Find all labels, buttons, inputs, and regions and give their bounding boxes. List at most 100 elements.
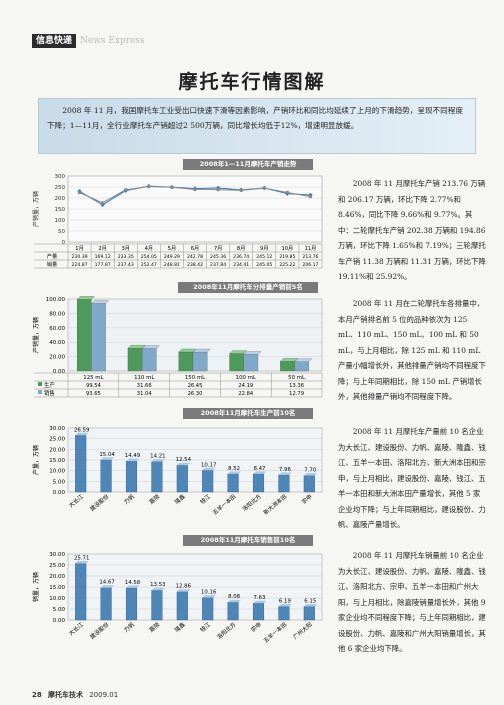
bar [278,474,290,493]
bar-top [278,472,292,476]
section-header: 信息快递 News Express [32,34,145,48]
bar-top [192,348,211,353]
data-label: 7.96 [279,467,292,473]
bar [202,597,214,621]
page-number: 28 [32,691,42,699]
data-label: 14.67 [99,580,114,586]
x-tick-label: 嘉陵 [147,492,161,506]
bar-生产 [229,353,244,372]
magazine-name: 摩托车技术 [47,691,83,699]
chart1-title: 2008年1—11月摩托车产销走势 [183,159,313,170]
x-tick-label: 宗申 [300,492,314,505]
data-point [285,190,289,194]
data-label: 8.08 [228,594,241,600]
section-label: 信息快递 [32,34,77,48]
x-tick-label: 隆鑫 [173,492,187,506]
bar-生产 [280,361,295,372]
chart1-line-chart: 0 50 100 150 200 250 300 产销量，万辆 1月 2月 3月 4月 5月 6月 7月 8月… [32,174,323,269]
data-label: 245.36 [210,254,226,260]
y-tick-label: 30.00 [49,426,65,432]
y-tick-label: 0.00 [53,490,66,496]
x-tick-label: 嘉陵 [147,620,161,634]
x-tick-label: 钱江 [198,492,212,506]
bar-生产 [127,348,143,372]
data-label: 237.43 [118,262,134,268]
bar-销售 [142,348,157,372]
x-tick-label: 力帆 [122,492,136,506]
data-label: 177.87 [95,262,111,268]
x-tick-label: 9月 [260,245,269,252]
data-label: 224.87 [72,262,88,268]
page-footer: 28 摩托车技术 2009.01 [32,690,118,700]
data-label: 10.17 [201,462,216,468]
bar-top [176,462,191,466]
data-label: 93.65 [86,391,101,397]
bar-top [253,600,267,604]
y-axis-label: 产销量，万辆 [32,317,40,353]
bar-top [278,603,292,607]
data-label: 14.21 [150,454,165,460]
y-axis-label: 产量，万辆 [32,445,40,475]
data-label: 233.35 [118,254,134,260]
x-tick-label: 力帆 [122,620,136,634]
data-label: 25.71 [74,555,89,561]
bar [125,587,138,621]
x-tick-label: 五羊一本田 [262,620,289,644]
bar-top [127,345,146,349]
legend-swatch [38,390,42,394]
x-tick-label: 广州大阳 [291,620,314,641]
chart3-bar-chart: 0.00 5.00 10.00 15.00 20.00 25.00 30.00 产量，万辆 26… [32,426,323,517]
data-label: 26.45 [188,383,203,389]
x-tick-label: 4月 [145,245,154,252]
bar-销售 [294,361,309,372]
data-point [147,184,151,188]
chart4-bar-chart: 0.00 5.00 10.00 15.00 20.00 25.00 30.00 销量，万辆 25… [32,552,323,645]
x-tick-label: 50 mL [288,375,305,381]
paragraph-production-top10: 2008 年 11 月摩托车产量前 10 名企业为大长江、建设股份、力帆、嘉陵、… [338,427,486,529]
paragraph-output: 2008 年 11 月摩托车产销 213.76 万辆和 206.17 万辆，环比… [338,179,486,281]
data-label: 12.54 [176,457,192,463]
data-point [239,188,243,192]
bar-top [227,599,241,603]
bar-top [229,350,248,354]
x-tick-label: 5月 [168,245,177,252]
legend-entry: 销售 [44,389,55,397]
page-title: 摩托车行情图解 [178,71,326,93]
x-tick-label: 110 mL [134,375,154,381]
chart3-title: 2008年11月摩托车生产前10名 [183,408,313,419]
intro-paragraph: 2008 年 11 月，我国摩托车工业受出口快速下滑等因素影响，产销环比和同比均… [38,98,476,154]
bar [227,602,239,621]
legend-entry: 生产 [44,381,55,389]
y-tick-label: 150 [55,207,66,213]
x-tick-label: 100 mL [236,375,256,381]
data-label: 8.47 [253,466,265,472]
bar-top [126,585,140,588]
bar-生产 [178,351,194,372]
y-tick-label: 20.00 [49,574,65,580]
data-label: 13.36 [289,383,304,389]
data-label: 22.84 [238,391,254,397]
data-label: 15.04 [99,452,115,458]
data-label: 245.05 [256,262,272,268]
data-label: 242.78 [187,254,203,260]
x-tick-label: 建设股份 [88,492,111,513]
data-label: 213.76 [302,254,318,260]
x-tick-label: 11月 [305,245,317,252]
y-tick-label: 40.00 [49,340,65,346]
bar [100,459,112,493]
data-label: 169.12 [95,254,111,260]
data-label: 236.74 [233,254,249,260]
x-tick-label: 2月 [98,245,107,252]
data-label: 14.49 [125,453,141,459]
bar [75,435,87,493]
bar-top [100,585,114,588]
bar-销售 [192,351,208,372]
bar-生产 [76,299,92,372]
y-tick-label: 80.00 [49,311,65,317]
x-tick-label: 8月 [237,245,246,252]
bar [151,461,163,493]
x-tick-label: 10月 [281,245,293,252]
paragraph-displacement: 2008 年 11 月在二轮摩托车各排量中，本月产销排名前 5 位的品种依次为 … [338,299,486,401]
bar-top [303,603,318,607]
data-label: 14.58 [125,580,141,586]
